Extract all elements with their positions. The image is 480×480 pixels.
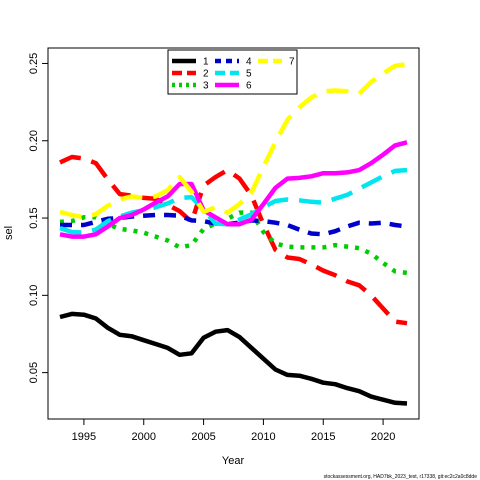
footnote: stockassessment.org, HAD7bk_2023_test, r…	[324, 474, 478, 480]
series-line-6	[59, 140, 408, 239]
series-line-7	[59, 61, 408, 220]
legend-label-1: 1	[203, 57, 209, 68]
x-tick-label: 1995	[72, 431, 96, 443]
legend-label-7: 7	[289, 57, 295, 68]
y-tick-label: 0.25	[28, 53, 40, 74]
y-tick-label: 0.10	[28, 285, 40, 306]
series-line-2	[59, 154, 408, 326]
y-tick-label: 0.05	[28, 362, 40, 383]
legend: 123 456 7	[167, 49, 298, 95]
x-axis-title: Year	[222, 455, 245, 467]
series-layer	[59, 61, 408, 406]
x-tick-label: 2015	[311, 431, 335, 443]
axes-layer: 1995 2000 2005 2010 2015 2020 0.05 0.10 0.15 0.20…	[28, 53, 395, 443]
plot-frame	[47, 47, 420, 420]
series-line-5	[59, 167, 408, 235]
y-tick-label: 0.15	[28, 207, 40, 228]
legend-label-2: 2	[203, 69, 209, 80]
y-axis-title: sel	[3, 226, 15, 240]
legend-label-5: 5	[246, 69, 252, 80]
x-tick-label: 2020	[371, 431, 395, 443]
series-line-1	[59, 311, 408, 406]
legend-label-4: 4	[246, 57, 252, 68]
x-tick-label: 2000	[131, 431, 155, 443]
x-tick-label: 2005	[191, 431, 215, 443]
x-tick-label: 2010	[251, 431, 275, 443]
y-tick-label: 0.20	[28, 130, 40, 151]
legend-label-6: 6	[246, 81, 252, 92]
legend-label-3: 3	[203, 81, 209, 92]
